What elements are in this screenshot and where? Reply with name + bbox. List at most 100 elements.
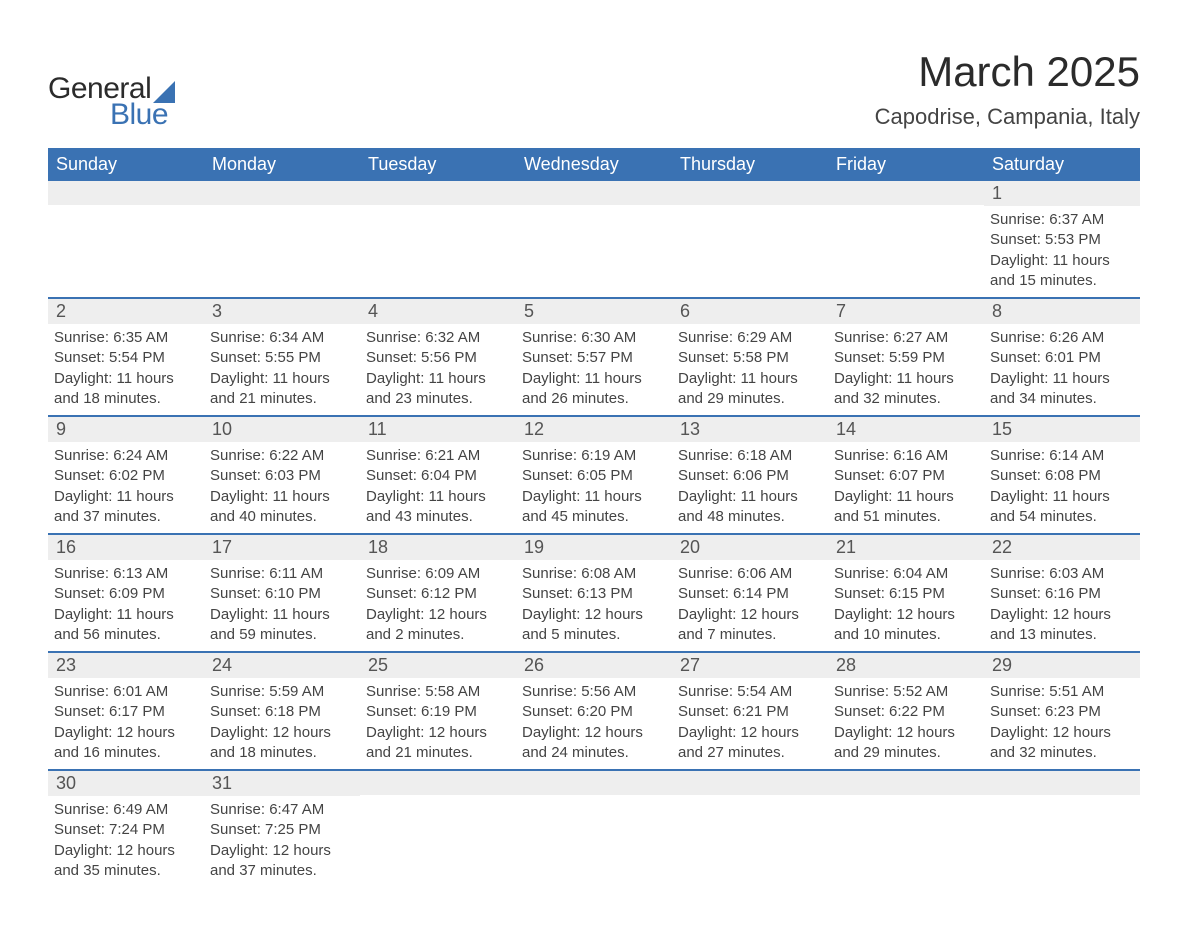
calendar-row: 9Sunrise: 6:24 AMSunset: 6:02 PMDaylight…	[48, 416, 1140, 534]
day-details: Sunrise: 5:56 AMSunset: 6:20 PMDaylight:…	[516, 678, 672, 769]
day-details: Sunrise: 6:11 AMSunset: 6:10 PMDaylight:…	[204, 560, 360, 651]
calendar-cell	[360, 770, 516, 887]
day-number: 11	[360, 417, 516, 442]
calendar-cell: 25Sunrise: 5:58 AMSunset: 6:19 PMDayligh…	[360, 652, 516, 770]
calendar-cell: 30Sunrise: 6:49 AMSunset: 7:24 PMDayligh…	[48, 770, 204, 887]
calendar-cell: 22Sunrise: 6:03 AMSunset: 6:16 PMDayligh…	[984, 534, 1140, 652]
calendar-row: 2Sunrise: 6:35 AMSunset: 5:54 PMDaylight…	[48, 298, 1140, 416]
day-details: Sunrise: 6:19 AMSunset: 6:05 PMDaylight:…	[516, 442, 672, 533]
calendar-table: SundayMondayTuesdayWednesdayThursdayFrid…	[48, 148, 1140, 887]
day-details: Sunrise: 6:18 AMSunset: 6:06 PMDaylight:…	[672, 442, 828, 533]
location: Capodrise, Campania, Italy	[875, 104, 1140, 130]
calendar-cell: 19Sunrise: 6:08 AMSunset: 6:13 PMDayligh…	[516, 534, 672, 652]
calendar-cell	[672, 770, 828, 887]
day-details: Sunrise: 5:58 AMSunset: 6:19 PMDaylight:…	[360, 678, 516, 769]
day-details: Sunrise: 6:29 AMSunset: 5:58 PMDaylight:…	[672, 324, 828, 415]
calendar-cell: 11Sunrise: 6:21 AMSunset: 6:04 PMDayligh…	[360, 416, 516, 534]
day-details: Sunrise: 6:22 AMSunset: 6:03 PMDaylight:…	[204, 442, 360, 533]
day-details: Sunrise: 6:37 AMSunset: 5:53 PMDaylight:…	[984, 206, 1140, 297]
day-number: 5	[516, 299, 672, 324]
day-number: 25	[360, 653, 516, 678]
day-details: Sunrise: 5:54 AMSunset: 6:21 PMDaylight:…	[672, 678, 828, 769]
calendar-cell: 31Sunrise: 6:47 AMSunset: 7:25 PMDayligh…	[204, 770, 360, 887]
day-details: Sunrise: 5:51 AMSunset: 6:23 PMDaylight:…	[984, 678, 1140, 769]
calendar-cell: 21Sunrise: 6:04 AMSunset: 6:15 PMDayligh…	[828, 534, 984, 652]
calendar-cell: 10Sunrise: 6:22 AMSunset: 6:03 PMDayligh…	[204, 416, 360, 534]
day-number: 20	[672, 535, 828, 560]
day-header: Wednesday	[516, 148, 672, 181]
calendar-cell: 17Sunrise: 6:11 AMSunset: 6:10 PMDayligh…	[204, 534, 360, 652]
calendar-cell	[516, 181, 672, 298]
day-number: 12	[516, 417, 672, 442]
calendar-row: 1Sunrise: 6:37 AMSunset: 5:53 PMDaylight…	[48, 181, 1140, 298]
calendar-cell	[984, 770, 1140, 887]
day-number: 10	[204, 417, 360, 442]
day-details: Sunrise: 6:08 AMSunset: 6:13 PMDaylight:…	[516, 560, 672, 651]
day-number: 31	[204, 771, 360, 796]
day-number: 17	[204, 535, 360, 560]
day-number: 29	[984, 653, 1140, 678]
calendar-cell	[828, 181, 984, 298]
day-header: Sunday	[48, 148, 204, 181]
title-block: March 2025 Capodrise, Campania, Italy	[875, 48, 1140, 130]
day-number: 26	[516, 653, 672, 678]
calendar-cell: 29Sunrise: 5:51 AMSunset: 6:23 PMDayligh…	[984, 652, 1140, 770]
day-header: Monday	[204, 148, 360, 181]
calendar-cell: 4Sunrise: 6:32 AMSunset: 5:56 PMDaylight…	[360, 298, 516, 416]
day-details: Sunrise: 6:13 AMSunset: 6:09 PMDaylight:…	[48, 560, 204, 651]
calendar-cell	[48, 181, 204, 298]
calendar-cell: 3Sunrise: 6:34 AMSunset: 5:55 PMDaylight…	[204, 298, 360, 416]
calendar-cell: 12Sunrise: 6:19 AMSunset: 6:05 PMDayligh…	[516, 416, 672, 534]
day-number: 24	[204, 653, 360, 678]
logo: General Blue	[48, 72, 175, 132]
calendar-row: 16Sunrise: 6:13 AMSunset: 6:09 PMDayligh…	[48, 534, 1140, 652]
calendar-cell: 7Sunrise: 6:27 AMSunset: 5:59 PMDaylight…	[828, 298, 984, 416]
calendar-cell: 6Sunrise: 6:29 AMSunset: 5:58 PMDaylight…	[672, 298, 828, 416]
calendar-cell: 16Sunrise: 6:13 AMSunset: 6:09 PMDayligh…	[48, 534, 204, 652]
calendar-cell: 1Sunrise: 6:37 AMSunset: 5:53 PMDaylight…	[984, 181, 1140, 298]
day-number: 4	[360, 299, 516, 324]
day-details: Sunrise: 6:14 AMSunset: 6:08 PMDaylight:…	[984, 442, 1140, 533]
day-number: 23	[48, 653, 204, 678]
day-number: 21	[828, 535, 984, 560]
day-number: 8	[984, 299, 1140, 324]
calendar-row: 23Sunrise: 6:01 AMSunset: 6:17 PMDayligh…	[48, 652, 1140, 770]
calendar-cell: 13Sunrise: 6:18 AMSunset: 6:06 PMDayligh…	[672, 416, 828, 534]
calendar-cell: 26Sunrise: 5:56 AMSunset: 6:20 PMDayligh…	[516, 652, 672, 770]
calendar-cell: 5Sunrise: 6:30 AMSunset: 5:57 PMDaylight…	[516, 298, 672, 416]
day-details: Sunrise: 6:30 AMSunset: 5:57 PMDaylight:…	[516, 324, 672, 415]
calendar-cell: 9Sunrise: 6:24 AMSunset: 6:02 PMDaylight…	[48, 416, 204, 534]
calendar-cell: 28Sunrise: 5:52 AMSunset: 6:22 PMDayligh…	[828, 652, 984, 770]
calendar-header-row: SundayMondayTuesdayWednesdayThursdayFrid…	[48, 148, 1140, 181]
calendar-row: 30Sunrise: 6:49 AMSunset: 7:24 PMDayligh…	[48, 770, 1140, 887]
day-header: Friday	[828, 148, 984, 181]
day-number: 27	[672, 653, 828, 678]
calendar-cell: 8Sunrise: 6:26 AMSunset: 6:01 PMDaylight…	[984, 298, 1140, 416]
day-details: Sunrise: 6:47 AMSunset: 7:25 PMDaylight:…	[204, 796, 360, 887]
day-number: 2	[48, 299, 204, 324]
day-details: Sunrise: 6:09 AMSunset: 6:12 PMDaylight:…	[360, 560, 516, 651]
day-number: 1	[984, 181, 1140, 206]
month-title: March 2025	[875, 48, 1140, 96]
day-number: 30	[48, 771, 204, 796]
day-number: 14	[828, 417, 984, 442]
calendar-cell: 14Sunrise: 6:16 AMSunset: 6:07 PMDayligh…	[828, 416, 984, 534]
calendar-cell: 27Sunrise: 5:54 AMSunset: 6:21 PMDayligh…	[672, 652, 828, 770]
day-header: Saturday	[984, 148, 1140, 181]
logo-text-blue: Blue	[110, 98, 168, 132]
day-number: 13	[672, 417, 828, 442]
day-details: Sunrise: 6:34 AMSunset: 5:55 PMDaylight:…	[204, 324, 360, 415]
calendar-cell: 2Sunrise: 6:35 AMSunset: 5:54 PMDaylight…	[48, 298, 204, 416]
day-number: 28	[828, 653, 984, 678]
day-number: 18	[360, 535, 516, 560]
calendar-cell	[516, 770, 672, 887]
day-details: Sunrise: 5:52 AMSunset: 6:22 PMDaylight:…	[828, 678, 984, 769]
calendar-cell	[672, 181, 828, 298]
day-number: 6	[672, 299, 828, 324]
day-number: 7	[828, 299, 984, 324]
header: General Blue March 2025 Capodrise, Campa…	[48, 48, 1140, 132]
calendar-cell: 15Sunrise: 6:14 AMSunset: 6:08 PMDayligh…	[984, 416, 1140, 534]
day-details: Sunrise: 6:01 AMSunset: 6:17 PMDaylight:…	[48, 678, 204, 769]
day-number: 15	[984, 417, 1140, 442]
calendar-cell: 23Sunrise: 6:01 AMSunset: 6:17 PMDayligh…	[48, 652, 204, 770]
